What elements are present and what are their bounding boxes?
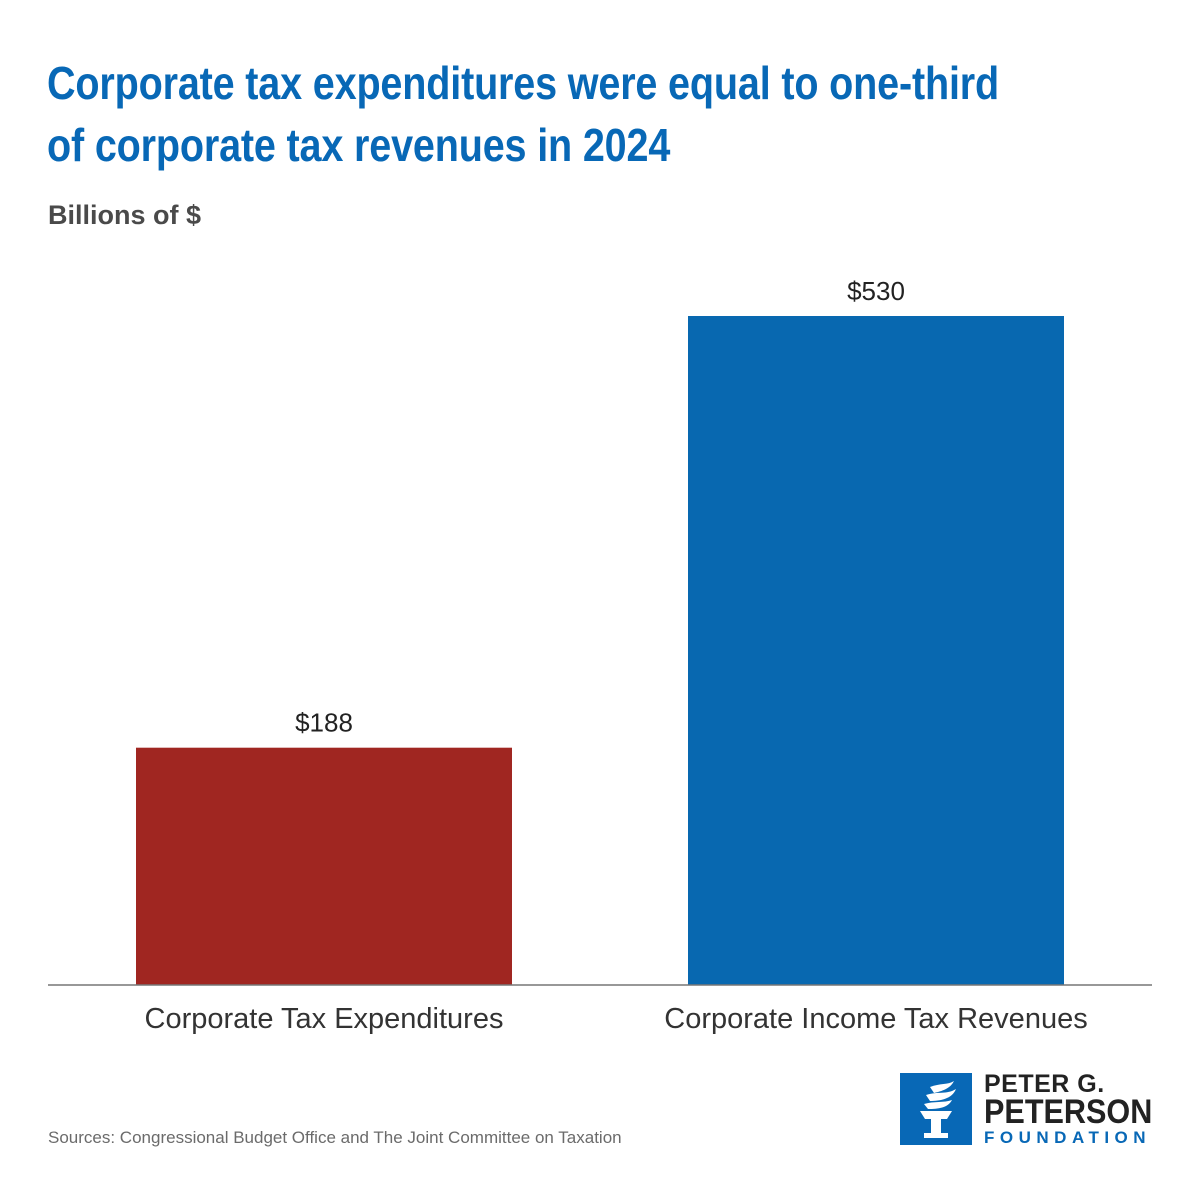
bar-1 [136, 747, 512, 985]
labels-group: $188 Corporate Tax Expenditures $530 Corpor… [145, 276, 1088, 1035]
logo-line-1: PETER G. [984, 1070, 1105, 1098]
logo-line-3: FOUNDATION [984, 1128, 1152, 1147]
category-label-1: Corporate Tax Expenditures [145, 1003, 504, 1035]
bar-2 [688, 316, 1064, 985]
data-label-2: $530 [847, 276, 905, 306]
chart-title: Corporate tax expenditures were equal to… [47, 57, 1000, 171]
axis-unit-label: Billions of $ [48, 200, 202, 230]
peterson-foundation-logo: PETER G. PETERSON FOUNDATION [900, 1070, 1162, 1149]
bars-group [136, 316, 1064, 985]
bar-chart: $188 Corporate Tax Expenditures $530 Corpor… [48, 276, 1152, 1035]
source-note: Sources: Congressional Budget Office and… [48, 1128, 622, 1147]
torch-icon [900, 1073, 972, 1145]
data-label-1: $188 [295, 708, 353, 738]
category-label-2: Corporate Income Tax Revenues [664, 1003, 1087, 1035]
logo-line-2: PETERSON [984, 1093, 1153, 1131]
